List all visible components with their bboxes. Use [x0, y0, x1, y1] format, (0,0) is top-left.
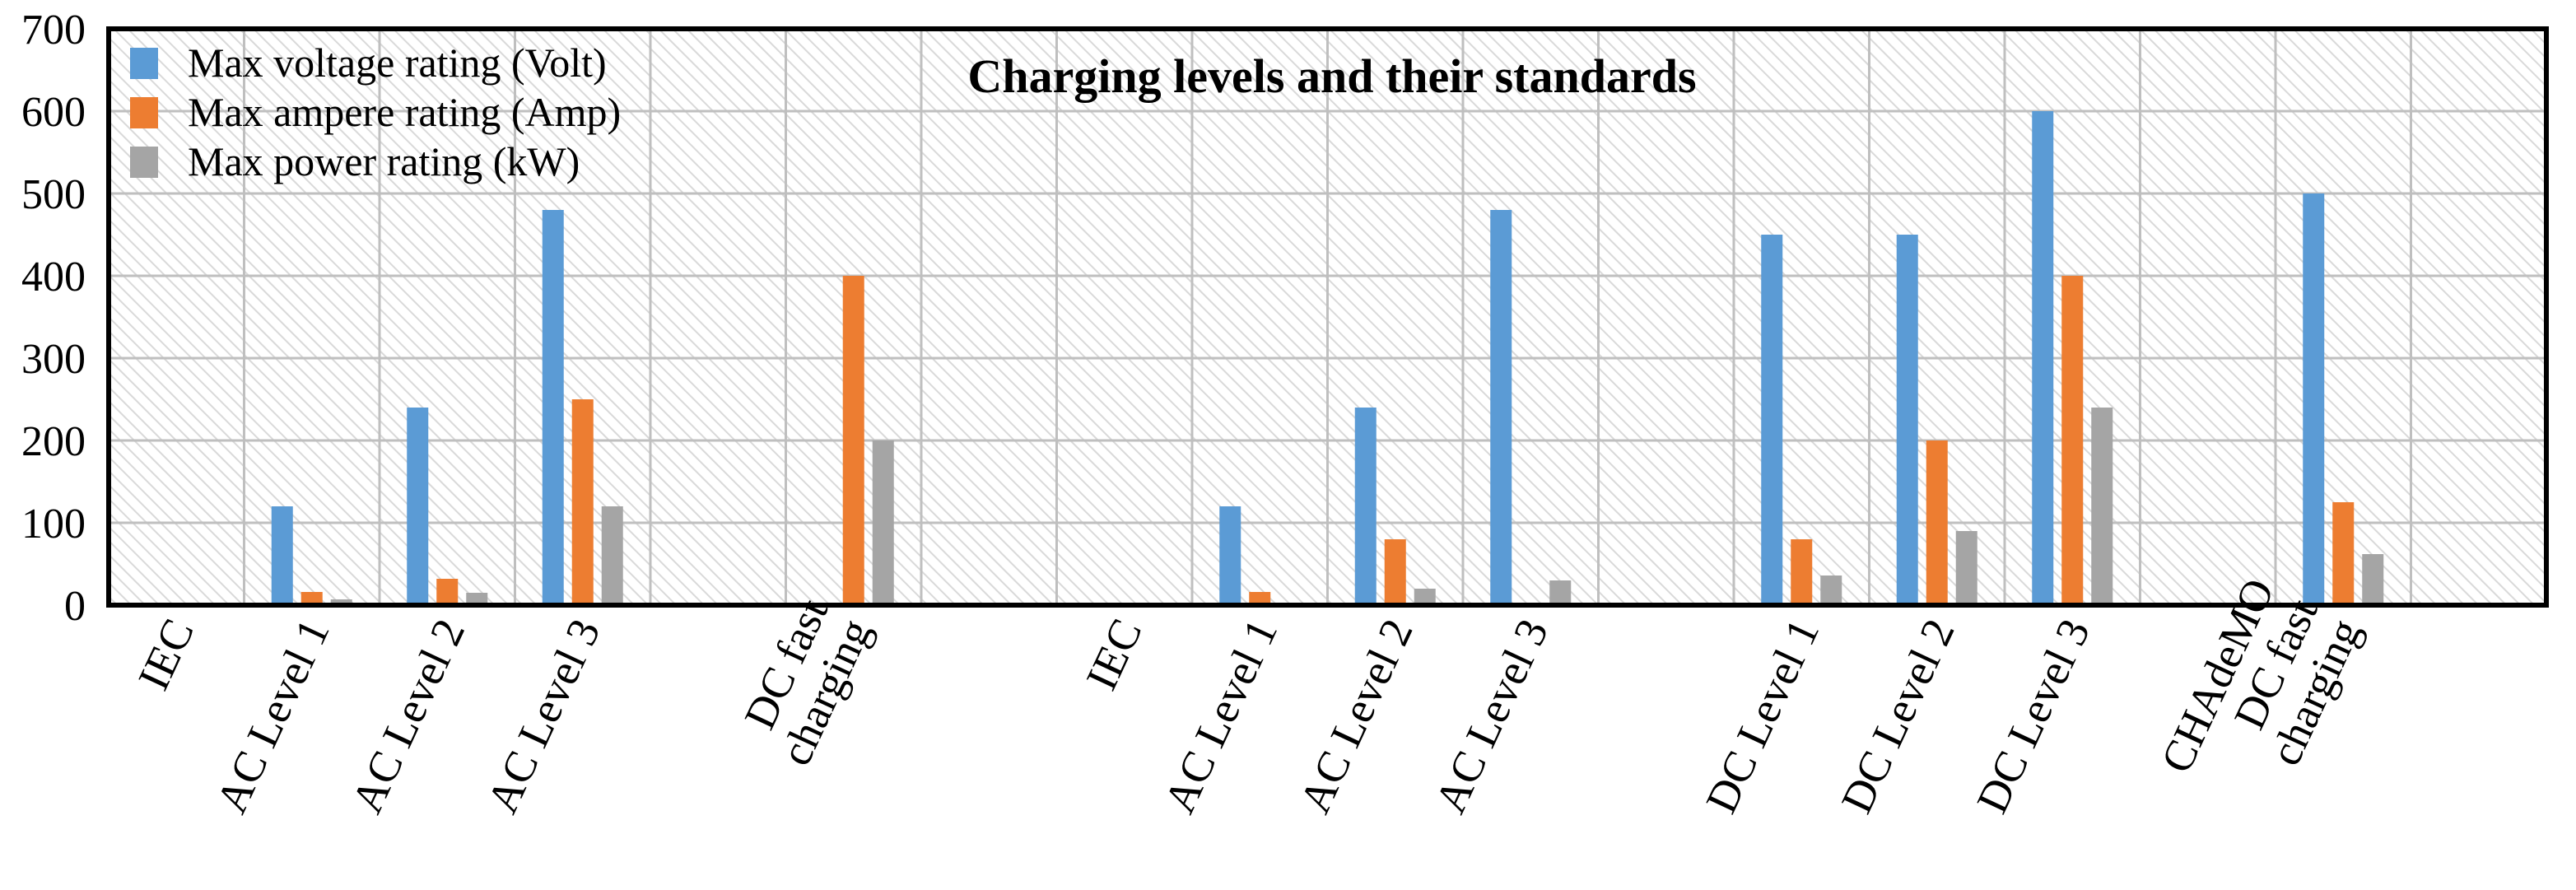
- svg-text:IEC: IEC: [1076, 612, 1151, 697]
- bar: [466, 593, 488, 605]
- bar: [436, 579, 459, 605]
- y-tick-label: 200: [21, 418, 86, 465]
- bar: [1926, 440, 1948, 605]
- y-tick-label: 400: [21, 254, 86, 301]
- bar: [1490, 210, 1512, 605]
- bar: [1249, 592, 1271, 605]
- svg-text:DC Level 3: DC Level 3: [1967, 612, 2099, 821]
- y-tick-label: 600: [21, 89, 86, 136]
- svg-text:AC Level 3: AC Level 3: [1425, 612, 1558, 821]
- bar: [1414, 589, 1436, 605]
- x-tick-label: AC Level 2: [1290, 612, 1423, 821]
- bar: [330, 599, 352, 605]
- x-tick-label: AC Level 3: [1425, 612, 1558, 821]
- svg-text:DC Level 1: DC Level 1: [1696, 612, 1828, 821]
- legend-swatch: [130, 48, 158, 79]
- bar: [2032, 111, 2054, 605]
- svg-text:DC fastcharging: DC fastcharging: [727, 591, 880, 772]
- y-tick-label: 700: [21, 7, 86, 54]
- y-tick-label: 500: [21, 171, 86, 218]
- bars: [271, 111, 2384, 605]
- svg-text:AC Level 2: AC Level 2: [342, 612, 474, 821]
- y-tick-label: 100: [21, 501, 86, 548]
- bar: [601, 506, 623, 605]
- svg-text:AC Level 1: AC Level 1: [207, 612, 339, 821]
- bar: [1354, 408, 1377, 605]
- x-axis: IEC AC Level 1 AC Level 2 AC Level 3 DC fast…: [128, 571, 2370, 821]
- legend: Max voltage rating (Volt)Max ampere rati…: [130, 40, 621, 184]
- bar: [2091, 408, 2113, 605]
- x-tick-label: DC Level 1: [1696, 612, 1828, 821]
- chart-title: Charging levels and their standards: [967, 49, 1696, 103]
- x-tick-label: AC Level 3: [477, 612, 610, 821]
- bar: [1384, 539, 1406, 605]
- bar: [2303, 193, 2325, 605]
- bar: [1896, 235, 1918, 605]
- y-tick-label: 0: [64, 583, 86, 630]
- legend-label: Max ampere rating (Amp): [188, 89, 621, 135]
- bar: [1219, 506, 1241, 605]
- legend-swatch: [130, 147, 158, 178]
- x-tick-label: AC Level 1: [1154, 612, 1287, 821]
- bar: [1820, 575, 1842, 605]
- plot-frame: [106, 26, 2549, 608]
- legend-label: Max power rating (kW): [188, 138, 580, 184]
- svg-text:DC Level 2: DC Level 2: [1832, 612, 1964, 821]
- bar: [542, 210, 564, 605]
- bar: [2332, 502, 2355, 605]
- y-tick-label: 300: [21, 336, 86, 383]
- bar: [1955, 531, 1977, 605]
- x-tick-label: DC Level 3: [1967, 612, 2099, 821]
- x-tick-label: DC Level 2: [1832, 612, 1964, 821]
- bar: [300, 592, 323, 605]
- legend-label: Max voltage rating (Volt): [188, 40, 607, 86]
- svg-text:AC Level 2: AC Level 2: [1290, 612, 1423, 821]
- bar: [2061, 276, 2084, 605]
- svg-text:IEC: IEC: [128, 612, 203, 697]
- svg-text:AC Level 1: AC Level 1: [1154, 612, 1287, 821]
- bar: [872, 440, 894, 605]
- bar: [571, 399, 594, 605]
- x-tick-label: IEC: [1076, 612, 1151, 697]
- svg-text:AC Level 3: AC Level 3: [477, 612, 610, 821]
- x-tick-label: DC fastcharging: [727, 591, 880, 772]
- bar: [1761, 235, 1783, 605]
- x-tick-label: IEC: [128, 612, 203, 697]
- svg-text:CHAdeMODC fastcharging: CHAdeMODC fastcharging: [2151, 571, 2370, 821]
- x-tick-label: CHAdeMODC fastcharging: [2151, 571, 2370, 821]
- bar: [271, 506, 293, 605]
- bar: [1549, 580, 1572, 605]
- bar: [407, 408, 429, 605]
- x-tick-label: AC Level 1: [207, 612, 339, 821]
- bar: [2362, 554, 2384, 605]
- bar: [1791, 539, 1813, 605]
- y-axis: 0 100 200 300 400 500 600 700: [21, 7, 86, 630]
- legend-swatch: [130, 97, 158, 128]
- x-tick-label: AC Level 2: [342, 612, 474, 821]
- bar: [842, 276, 864, 605]
